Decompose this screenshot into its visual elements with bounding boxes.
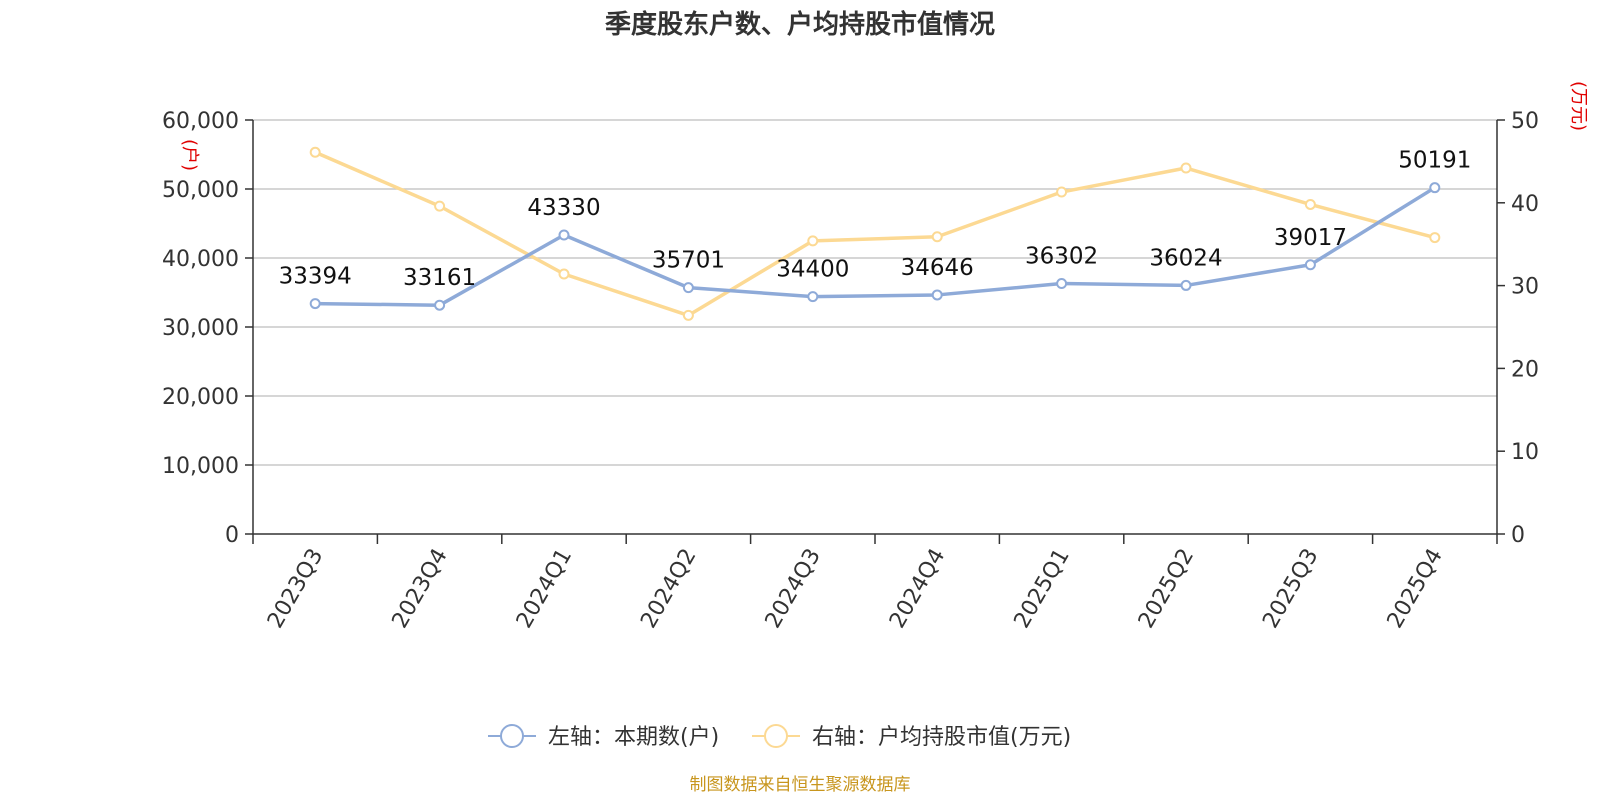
left-series-point xyxy=(434,299,446,311)
right-series-point xyxy=(434,200,446,212)
legend-marker-left-series xyxy=(500,724,524,748)
right-series-point xyxy=(807,235,819,247)
right-tick-label: 30 xyxy=(1511,275,1539,300)
right-series-point xyxy=(931,231,943,243)
left-axis-unit: (户) xyxy=(179,139,200,171)
right-tick-label: 40 xyxy=(1511,192,1539,217)
left-tick-label: 20,000 xyxy=(162,385,239,410)
left-tick-label: 50,000 xyxy=(162,178,239,203)
data-label: 36024 xyxy=(1149,245,1222,271)
left-series-point xyxy=(807,291,819,303)
x-axis-ticks: 2023Q3 2023Q4 2024Q1 2024Q2 2024Q3 2024Q4 2025… xyxy=(252,534,1498,633)
right-axis-unit: (万元) xyxy=(1568,81,1589,131)
data-label: 39017 xyxy=(1274,225,1347,251)
data-labels: 33394 33161 43330 35701 34400 34646 36302 36024… xyxy=(279,148,1472,292)
x-tick-label: 2025Q1 xyxy=(1009,545,1074,633)
left-series-point xyxy=(309,298,321,310)
right-tick-label: 0 xyxy=(1511,523,1525,548)
right-axis-ticks: 0 10 20 30 40 50 xyxy=(1497,109,1539,548)
series-lines xyxy=(309,146,1441,321)
data-label: 34400 xyxy=(776,257,849,283)
data-label: 34646 xyxy=(901,255,974,281)
right-series-point xyxy=(1304,198,1316,210)
left-series-line xyxy=(315,186,1436,307)
data-label: 36302 xyxy=(1025,244,1098,270)
right-series-point xyxy=(1056,186,1068,198)
data-label: 33394 xyxy=(279,264,352,290)
left-axis-ticks: 0 10,000 20,000 30,000 40,000 50,000 60,000 xyxy=(162,109,253,548)
left-series-point xyxy=(1304,259,1316,271)
source-note: 制图数据来自恒生聚源数据库 xyxy=(690,775,911,795)
legend-label-left-series: 左轴：本期数(户) xyxy=(548,725,719,750)
right-tick-label: 20 xyxy=(1511,357,1539,382)
x-tick-label: 2025Q2 xyxy=(1134,545,1199,633)
right-series-point xyxy=(682,309,694,321)
right-series-point xyxy=(558,268,570,280)
left-series-point xyxy=(1056,278,1068,290)
right-series-point xyxy=(1180,162,1192,174)
x-tick-label: 2024Q1 xyxy=(512,545,577,633)
left-tick-label: 10,000 xyxy=(162,454,239,479)
data-label: 35701 xyxy=(652,248,725,274)
left-series-point xyxy=(1429,182,1441,194)
data-label: 43330 xyxy=(527,195,600,221)
legend-marker-right-series xyxy=(764,724,788,748)
legend[interactable]: 左轴：本期数(户) 右轴：户均持股市值(万元) xyxy=(488,724,1071,750)
left-tick-label: 30,000 xyxy=(162,316,239,341)
legend-item-right-series[interactable]: 右轴：户均持股市值(万元) xyxy=(752,724,1071,750)
data-label: 50191 xyxy=(1398,148,1471,174)
right-tick-label: 10 xyxy=(1511,440,1539,465)
left-tick-label: 0 xyxy=(225,523,239,548)
left-series-point xyxy=(1180,279,1192,291)
left-series-point xyxy=(931,289,943,301)
legend-label-right-series: 右轴：户均持股市值(万元) xyxy=(812,725,1071,750)
right-series-line xyxy=(314,150,1436,318)
x-tick-label: 2024Q4 xyxy=(885,544,950,632)
x-tick-label: 2023Q3 xyxy=(263,545,328,633)
x-tick-label: 2024Q2 xyxy=(636,545,701,633)
x-tick-label: 2024Q3 xyxy=(761,545,826,633)
right-series-point xyxy=(309,146,321,158)
x-tick-label: 2025Q4 xyxy=(1383,545,1448,633)
gridlines xyxy=(253,119,1497,466)
left-series-point xyxy=(558,229,570,241)
data-label: 33161 xyxy=(403,265,476,291)
right-series-point xyxy=(1429,232,1441,244)
legend-item-left-series[interactable]: 左轴：本期数(户) xyxy=(488,724,719,750)
x-tick-label: 2025Q3 xyxy=(1258,545,1323,633)
right-tick-label: 50 xyxy=(1511,109,1539,134)
chart-title: 季度股东户数、户均持股市值情况 xyxy=(605,9,995,40)
left-tick-label: 60,000 xyxy=(162,109,239,134)
x-tick-label: 2023Q4 xyxy=(387,545,452,633)
left-tick-label: 40,000 xyxy=(162,247,239,272)
left-series-point xyxy=(682,282,694,294)
